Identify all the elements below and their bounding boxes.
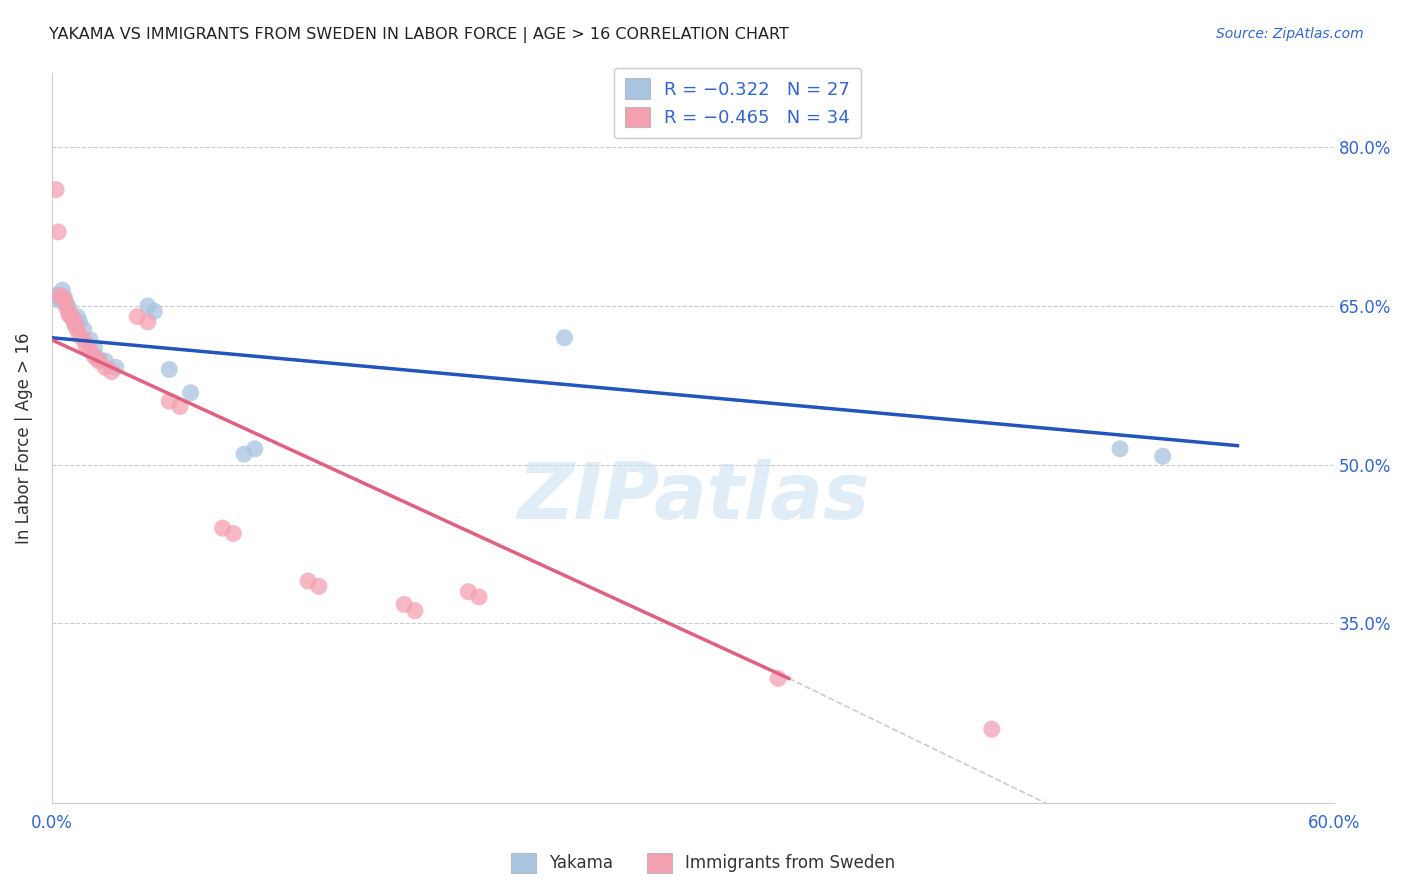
Point	[87, 351, 110, 366]
Point	[49, 293, 72, 308]
Point	[73, 333, 96, 347]
Point	[136, 315, 159, 329]
Point	[157, 394, 180, 409]
Point	[79, 333, 101, 347]
Point	[53, 293, 76, 308]
Point	[73, 322, 96, 336]
Point	[169, 400, 191, 414]
Point	[157, 362, 180, 376]
Point	[58, 301, 80, 315]
Point	[55, 301, 77, 315]
Point	[94, 354, 117, 368]
Point	[87, 354, 110, 368]
Point	[59, 310, 82, 324]
Point	[65, 318, 87, 332]
Point	[83, 350, 105, 364]
Point	[297, 574, 319, 588]
Point	[553, 331, 575, 345]
Point	[46, 291, 69, 305]
Point	[66, 310, 89, 324]
Point	[143, 304, 166, 318]
Point	[136, 299, 159, 313]
Point	[104, 360, 127, 375]
Point	[51, 291, 73, 305]
Text: Source: ZipAtlas.com: Source: ZipAtlas.com	[1216, 27, 1364, 41]
Point	[59, 308, 82, 322]
Point	[66, 322, 89, 336]
Point	[222, 526, 245, 541]
Point	[394, 598, 416, 612]
Point	[100, 365, 122, 379]
Point	[766, 672, 789, 686]
Point	[62, 311, 84, 326]
Point	[49, 288, 72, 302]
Point	[457, 584, 479, 599]
Point	[1152, 449, 1174, 463]
Point	[980, 723, 1002, 737]
Point	[65, 318, 87, 332]
Text: ZIPatlas: ZIPatlas	[516, 458, 869, 534]
Point	[75, 339, 97, 353]
Point	[211, 521, 233, 535]
Point	[62, 311, 84, 326]
Point	[1109, 442, 1132, 456]
Point	[94, 360, 117, 375]
Point	[55, 297, 77, 311]
Point	[468, 590, 491, 604]
Point	[79, 343, 101, 358]
Point	[53, 291, 76, 305]
Point	[58, 308, 80, 322]
Point	[404, 604, 426, 618]
Point	[69, 315, 91, 329]
Point	[180, 385, 202, 400]
Point	[45, 288, 67, 302]
Point	[46, 225, 69, 239]
Point	[83, 341, 105, 355]
Point	[243, 442, 266, 456]
Point	[45, 183, 67, 197]
Point	[51, 283, 73, 297]
Point	[127, 310, 149, 324]
Legend: Yakama, Immigrants from Sweden: Yakama, Immigrants from Sweden	[505, 847, 901, 880]
Y-axis label: In Labor Force | Age > 16: In Labor Force | Age > 16	[15, 333, 32, 544]
Point	[233, 447, 256, 461]
Legend: R = −0.322   N = 27, R = −0.465   N = 34: R = −0.322 N = 27, R = −0.465 N = 34	[614, 68, 862, 138]
Text: YAKAMA VS IMMIGRANTS FROM SWEDEN IN LABOR FORCE | AGE > 16 CORRELATION CHART: YAKAMA VS IMMIGRANTS FROM SWEDEN IN LABO…	[49, 27, 789, 43]
Point	[69, 328, 91, 343]
Point	[308, 579, 330, 593]
